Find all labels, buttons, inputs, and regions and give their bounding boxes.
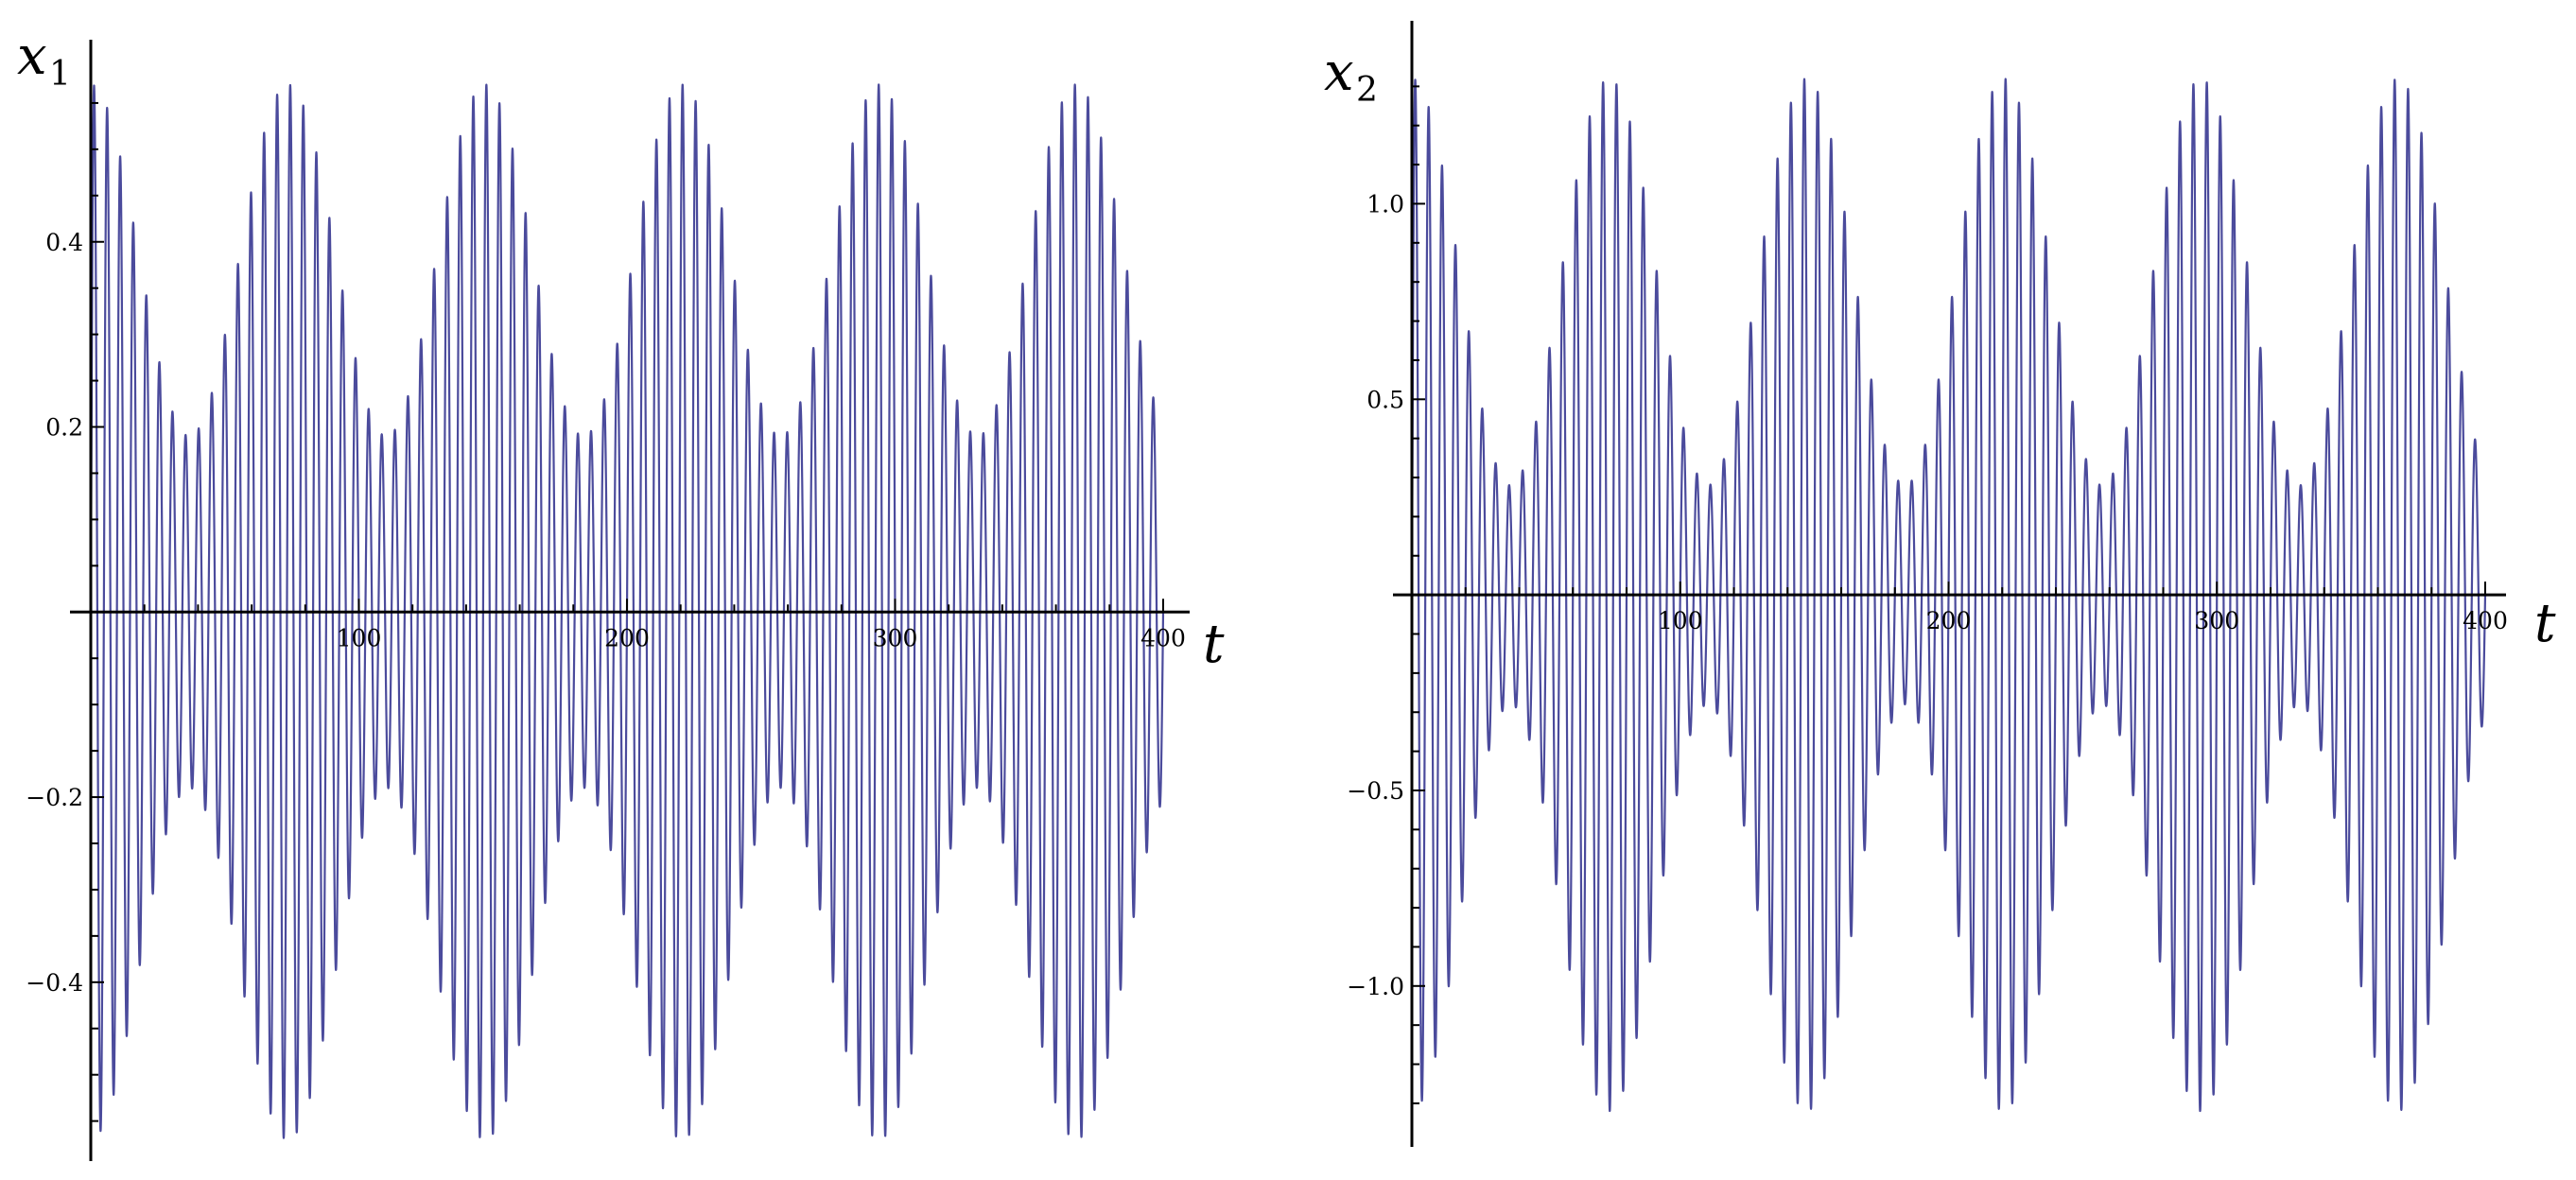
y-tick-label: 1.0 <box>1366 190 1404 217</box>
axes-layer <box>70 40 1190 1161</box>
y-tick-label: −0.5 <box>1347 777 1404 805</box>
y-axis-label-subscript: 2 <box>1356 71 1378 110</box>
x-tick-label: 400 <box>2463 607 2508 634</box>
x-tick-label: 100 <box>1658 607 1703 634</box>
y-tick-label: 0.4 <box>45 229 83 256</box>
x-axis-label: t <box>2534 593 2556 654</box>
y-tick-label: 0.2 <box>45 414 83 442</box>
x-tick-label: 400 <box>1140 624 1186 651</box>
x-tick-label: 100 <box>337 624 382 651</box>
x-tick-label: 300 <box>2194 607 2239 634</box>
y-axis-label-subscript: 1 <box>49 55 71 94</box>
labels-layer: x 2 t <box>1324 42 2556 654</box>
labels-layer: x 1 t <box>17 26 1225 675</box>
ticks-layer: 100 200 300 400 −0.4 −0.2 0.2 0.4 <box>26 101 1186 1122</box>
y-tick-label: −0.4 <box>26 969 83 997</box>
y-axis-label-var: x <box>17 26 47 87</box>
x-tick-label: 300 <box>873 624 918 651</box>
x-axis-label: t <box>1203 614 1225 675</box>
y-axis-label-var: x <box>1324 42 1354 103</box>
y-tick-label: −1.0 <box>1347 973 1404 1000</box>
x-tick-label: 200 <box>1926 607 1972 634</box>
chart-panel-x1: 100 200 300 400 −0.4 −0.2 0.2 0.4 x 1 t <box>17 26 1225 1161</box>
x-tick-label: 200 <box>604 624 650 651</box>
y-tick-label: −0.2 <box>26 784 83 811</box>
chart-panel-x2: 100 200 300 400 −1.0 −0.5 0.5 1.0 x 2 t <box>1324 21 2556 1147</box>
y-tick-label: 0.5 <box>1366 386 1404 413</box>
ticks-layer: 100 200 300 400 −1.0 −0.5 0.5 1.0 <box>1347 85 2508 1104</box>
